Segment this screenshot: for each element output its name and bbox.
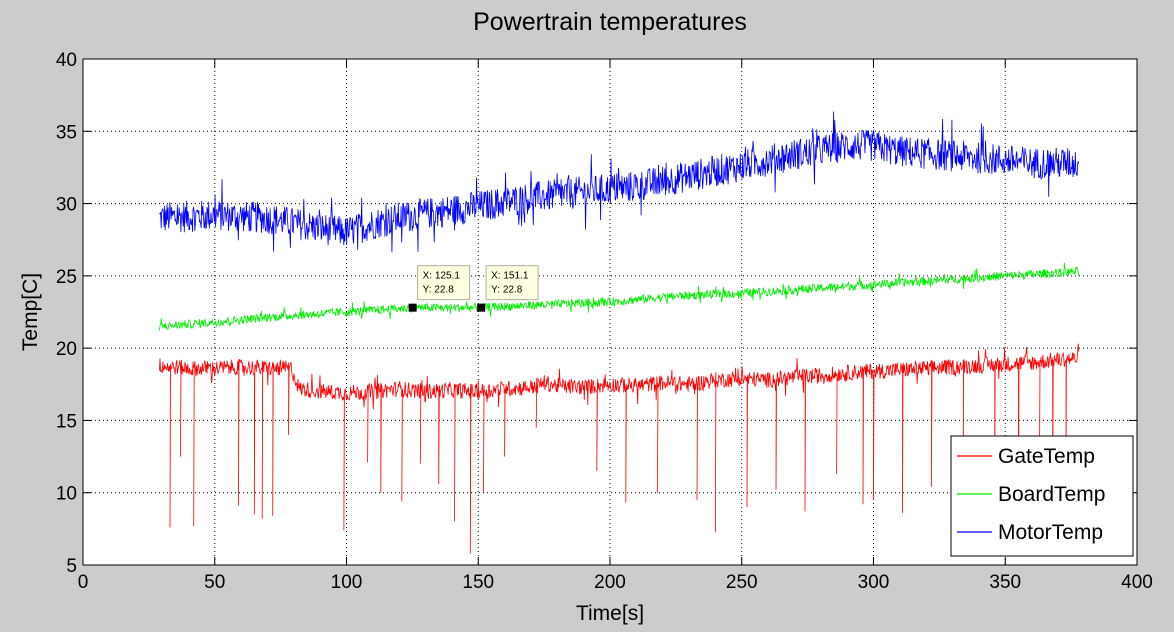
- data-tips: X: 125.1 Y: 22.8 X: 151.1 Y: 22.8: [408, 265, 539, 312]
- x-tick-label: 50: [204, 572, 225, 593]
- chart-title: Powertrain temperatures: [473, 8, 747, 36]
- x-axis-title: Time[s]: [576, 602, 644, 625]
- x-tick-label: 350: [989, 572, 1021, 593]
- series-line-boardtemp: [159, 262, 1080, 331]
- data-tip-marker[interactable]: [408, 303, 417, 312]
- y-tick-label: 30: [56, 195, 77, 216]
- legend-label-board: BoardTemp: [998, 483, 1105, 506]
- y-tick-label: 40: [56, 50, 77, 71]
- x-tick-label: 100: [331, 572, 363, 593]
- data-tip-box: [485, 265, 539, 301]
- series-line-motortemp: [159, 111, 1080, 253]
- ticks: 0 50 100 150 200 250 300 350 400 5 10 15 20 25 30 35 40: [56, 50, 1153, 593]
- legend-label-motor: MotorTemp: [998, 521, 1103, 544]
- data-tip-y-text: Y: 22.8: [423, 285, 455, 296]
- y-tick-label: 25: [56, 267, 77, 288]
- data-tip-box: [417, 265, 471, 301]
- y-tick-label: 5: [66, 556, 77, 577]
- y-tick-label: 20: [56, 339, 77, 360]
- y-tick-label: 35: [56, 122, 77, 143]
- y-axis-title: Temp[C]: [19, 273, 42, 351]
- x-tick-label: 250: [726, 572, 758, 593]
- series-layer: [159, 111, 1080, 554]
- y-tick-label: 15: [56, 411, 77, 432]
- x-tick-label: 400: [1121, 572, 1153, 593]
- x-tick-label: 150: [462, 572, 494, 593]
- data-tip-y-text: Y: 22.8: [491, 285, 523, 296]
- data-tip-x-text: X: 151.1: [491, 271, 529, 282]
- data-tip-marker[interactable]: [477, 303, 486, 312]
- series-line-gatetemp: [159, 343, 1080, 554]
- x-tick-label: 300: [858, 572, 890, 593]
- legend-label-gate: GateTemp: [998, 445, 1095, 468]
- x-tick-label: 0: [78, 572, 89, 593]
- x-tick-label: 200: [594, 572, 626, 593]
- grid: [83, 59, 1137, 565]
- legend: GateTemp BoardTemp MotorTemp: [950, 435, 1134, 557]
- data-tip-x-text: X: 125.1: [423, 271, 461, 282]
- y-tick-label: 10: [56, 484, 77, 505]
